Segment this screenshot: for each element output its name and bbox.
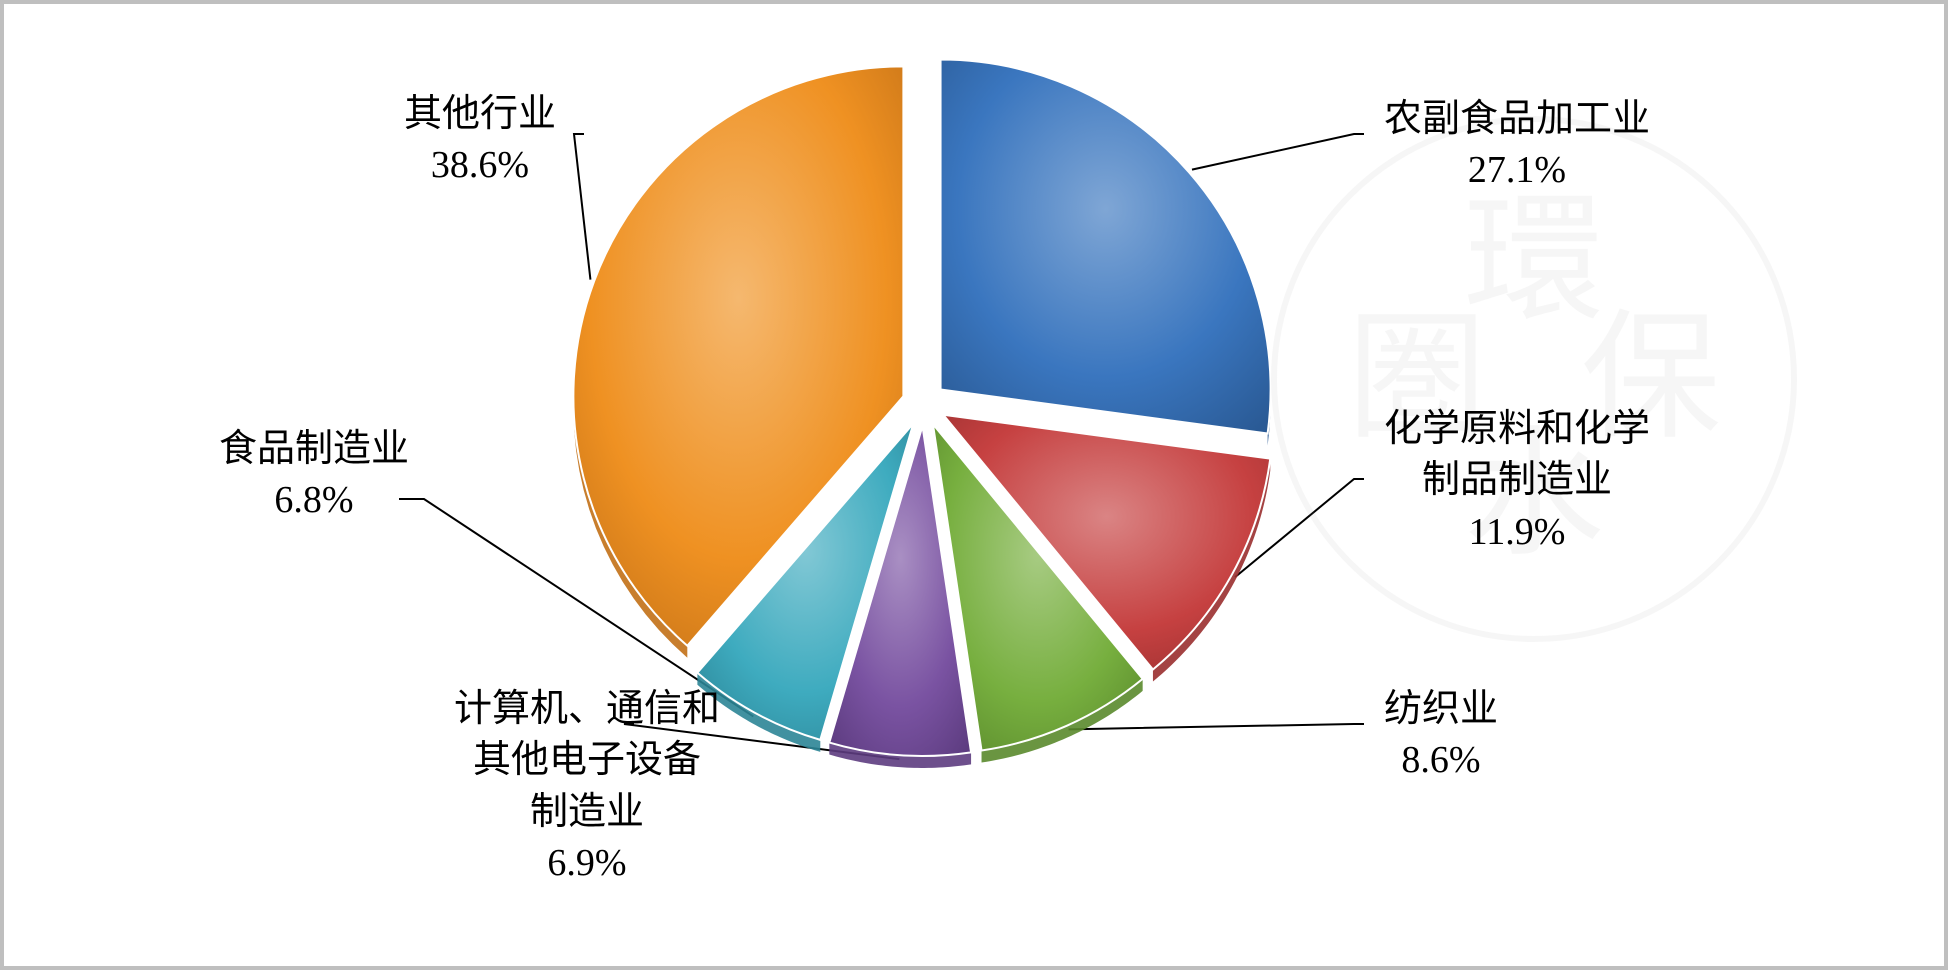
- slice-label: 食品制造业6.8%: [219, 424, 409, 527]
- slice-label-line: 11.9%: [1384, 507, 1650, 558]
- slice-label-line: 制品制造业: [1384, 455, 1650, 506]
- slice-label: 其他行业38.6%: [404, 89, 556, 192]
- slice-label: 化学原料和化学制品制造业11.9%: [1384, 404, 1650, 558]
- slice-label: 纺织业8.6%: [1384, 684, 1498, 787]
- chart-frame: 環保水圏 农副食品加工业27.1%化学原料和化学制品制造业11.9%纺织业8.6…: [0, 0, 1948, 970]
- slice-label: 计算机、通信和其他电子设备制造业6.9%: [454, 684, 720, 889]
- slice-label-line: 食品制造业: [219, 424, 409, 475]
- pie-slice: [941, 60, 1271, 434]
- slice-label-line: 8.6%: [1384, 735, 1498, 786]
- leader-line: [1069, 724, 1364, 729]
- slice-label-line: 27.1%: [1384, 145, 1650, 196]
- slice-label-line: 计算机、通信和: [454, 684, 720, 735]
- slice-label-line: 38.6%: [404, 140, 556, 191]
- slice-label-line: 农副食品加工业: [1384, 94, 1650, 145]
- slice-label-line: 纺织业: [1384, 684, 1498, 735]
- slice-label-line: 制造业: [454, 787, 720, 838]
- slice-label-line: 其他电子设备: [454, 735, 720, 786]
- slice-label-line: 化学原料和化学: [1384, 404, 1650, 455]
- slice-label-line: 其他行业: [404, 89, 556, 140]
- leader-line: [1192, 134, 1364, 170]
- slice-label-line: 6.8%: [219, 475, 409, 526]
- leader-line: [574, 134, 590, 280]
- slice-label-line: 6.9%: [454, 838, 720, 889]
- slice-label: 农副食品加工业27.1%: [1384, 94, 1650, 197]
